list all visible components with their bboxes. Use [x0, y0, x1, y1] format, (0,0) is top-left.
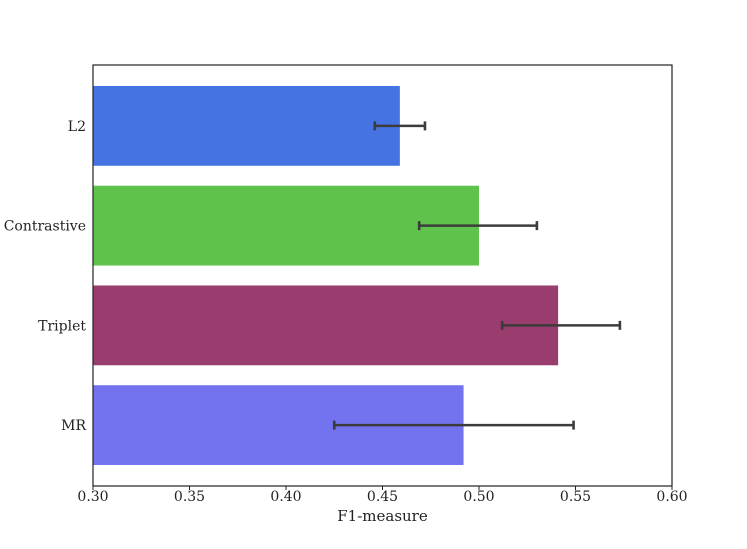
error-bar-l2	[373, 121, 427, 131]
x-tick-label: 0.55	[560, 489, 591, 505]
x-tick-label: 0.45	[367, 489, 398, 505]
error-bar-triplet	[500, 320, 622, 330]
x-tick-label: 0.30	[77, 489, 108, 505]
bars-layer	[93, 85, 559, 466]
bar-l2	[93, 85, 400, 166]
error-bar-mr	[332, 420, 575, 430]
bar-triplet	[93, 285, 559, 366]
x-tick-label: 0.40	[270, 489, 301, 505]
y-tick-label-mr: MR	[61, 418, 86, 434]
x-tick-label: 0.50	[463, 489, 494, 505]
bar-contrastive	[93, 185, 479, 266]
x-axis-label: F1-measure	[337, 507, 428, 525]
y-tick-label-l2: L2	[68, 119, 86, 135]
x-tick-label: 0.35	[174, 489, 205, 505]
ticks-layer: L2 Contrastive Triplet MR 0.30 0.35 0.40 0.45 0.…	[4, 119, 688, 505]
y-tick-label-contrastive: Contrastive	[4, 219, 86, 235]
error-bars-layer	[332, 121, 622, 430]
x-tick-label: 0.60	[656, 489, 687, 505]
y-tick-label-triplet: Triplet	[38, 318, 86, 334]
error-bar-contrastive	[417, 221, 539, 231]
